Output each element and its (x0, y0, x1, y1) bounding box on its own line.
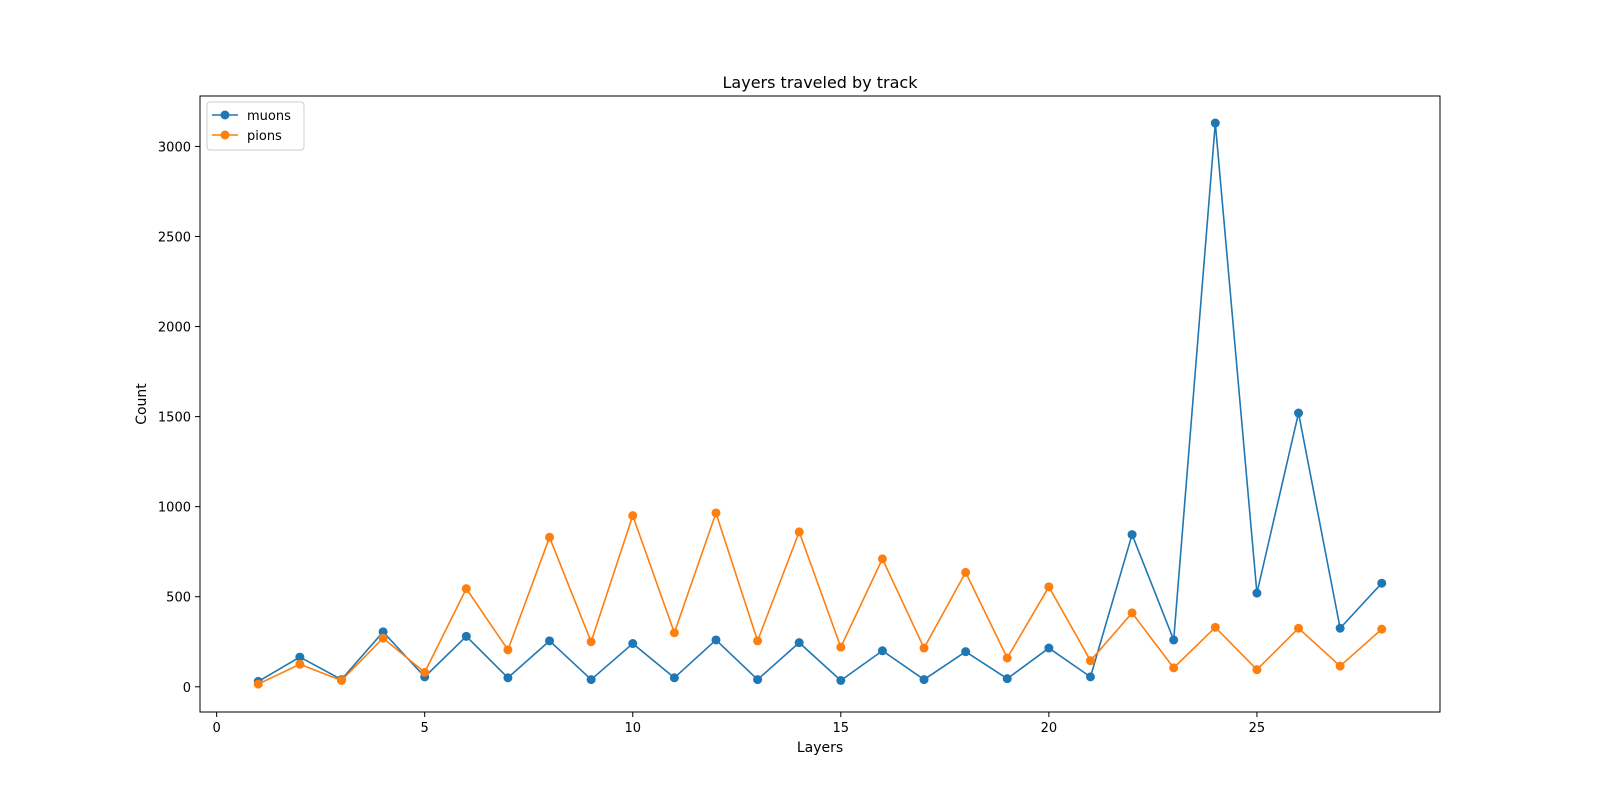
x-tick-label: 10 (624, 721, 641, 736)
x-axis-label: Layers (797, 740, 843, 756)
data-point-muons (628, 639, 638, 649)
data-point-muons (461, 631, 471, 641)
data-point-pions (503, 645, 513, 655)
y-axis: 0 500 1000 1500 2000 2500 3000 (158, 140, 200, 696)
data-point-muons (794, 638, 804, 648)
legend-marker-muons (220, 110, 230, 120)
data-point-pions (753, 636, 763, 646)
legend-label-pions: pions (247, 129, 282, 144)
data-point-muons (1002, 674, 1012, 684)
data-point-pions (836, 642, 846, 652)
data-point-pions (794, 527, 804, 537)
data-point-muons (1294, 408, 1304, 418)
data-point-muons (295, 652, 305, 662)
data-point-pions (1294, 623, 1304, 633)
y-axis-label: Count (134, 383, 150, 425)
y-tick-label: 1500 (158, 411, 191, 426)
series-line-pions (257, 512, 1383, 685)
y-tick-label: 500 (166, 591, 191, 606)
data-point-pions (1252, 665, 1262, 675)
data-point-muons (1252, 588, 1262, 598)
data-point-pions (1335, 661, 1345, 671)
legend-marker-pions (220, 130, 230, 140)
data-point-pions (1210, 622, 1220, 632)
data-point-muons (753, 675, 763, 685)
x-tick-label: 25 (1249, 721, 1266, 736)
data-point-pions (1127, 608, 1137, 618)
data-point-pions (336, 675, 346, 685)
data-point-muons (961, 647, 971, 657)
data-point-muons (1210, 118, 1220, 128)
data-point-pions (420, 667, 430, 677)
plot-area (199, 95, 1441, 713)
data-point-pions (1377, 624, 1387, 634)
data-point-muons (711, 635, 721, 645)
data-point-muons (1127, 530, 1137, 540)
y-tick-label: 0 (183, 681, 191, 696)
data-point-pions (1085, 656, 1095, 666)
data-point-pions (378, 633, 388, 643)
data-point-pions (1044, 582, 1054, 592)
data-point-pions (628, 511, 638, 521)
data-point-pions (461, 584, 471, 594)
data-point-pions (586, 637, 596, 647)
chart-title: Layers traveled by track (723, 73, 919, 92)
data-point-muons (877, 646, 887, 656)
y-tick-label: 2000 (158, 321, 191, 336)
data-point-muons (836, 675, 846, 685)
x-tick-label: 15 (833, 721, 850, 736)
data-point-muons (1085, 672, 1095, 682)
series-line-muons (257, 122, 1383, 683)
data-point-muons (586, 675, 596, 685)
data-point-muons (503, 673, 513, 683)
data-point-muons (545, 636, 555, 646)
data-point-muons (1169, 635, 1179, 645)
data-point-pions (919, 643, 929, 653)
data-point-pions (877, 554, 887, 564)
data-point-pions (711, 508, 721, 518)
x-tick-label: 5 (421, 721, 429, 736)
y-tick-label: 2500 (158, 230, 191, 245)
data-point-pions (545, 532, 555, 542)
legend-label-muons: muons (247, 109, 291, 124)
data-point-pions (1002, 653, 1012, 663)
legend: muons pions (206, 101, 305, 151)
legend-frame (206, 101, 305, 151)
y-tick-label: 1000 (158, 501, 191, 516)
data-point-pions (961, 567, 971, 577)
data-point-muons (669, 673, 679, 683)
data-point-pions (669, 628, 679, 638)
x-tick-label: 0 (213, 721, 221, 736)
series-layer (253, 118, 1387, 689)
data-point-pions (253, 679, 263, 689)
data-point-muons (1377, 578, 1387, 588)
data-point-pions (295, 659, 305, 669)
data-point-muons (1335, 623, 1345, 633)
x-axis: 0 5 10 15 20 25 (213, 712, 1266, 736)
data-point-muons (1044, 643, 1054, 653)
data-point-muons (919, 675, 929, 685)
data-point-pions (1169, 663, 1179, 673)
data-point-muons (378, 627, 388, 637)
series-pions (253, 508, 1387, 689)
y-tick-label: 3000 (158, 140, 191, 155)
x-tick-label: 20 (1041, 721, 1058, 736)
